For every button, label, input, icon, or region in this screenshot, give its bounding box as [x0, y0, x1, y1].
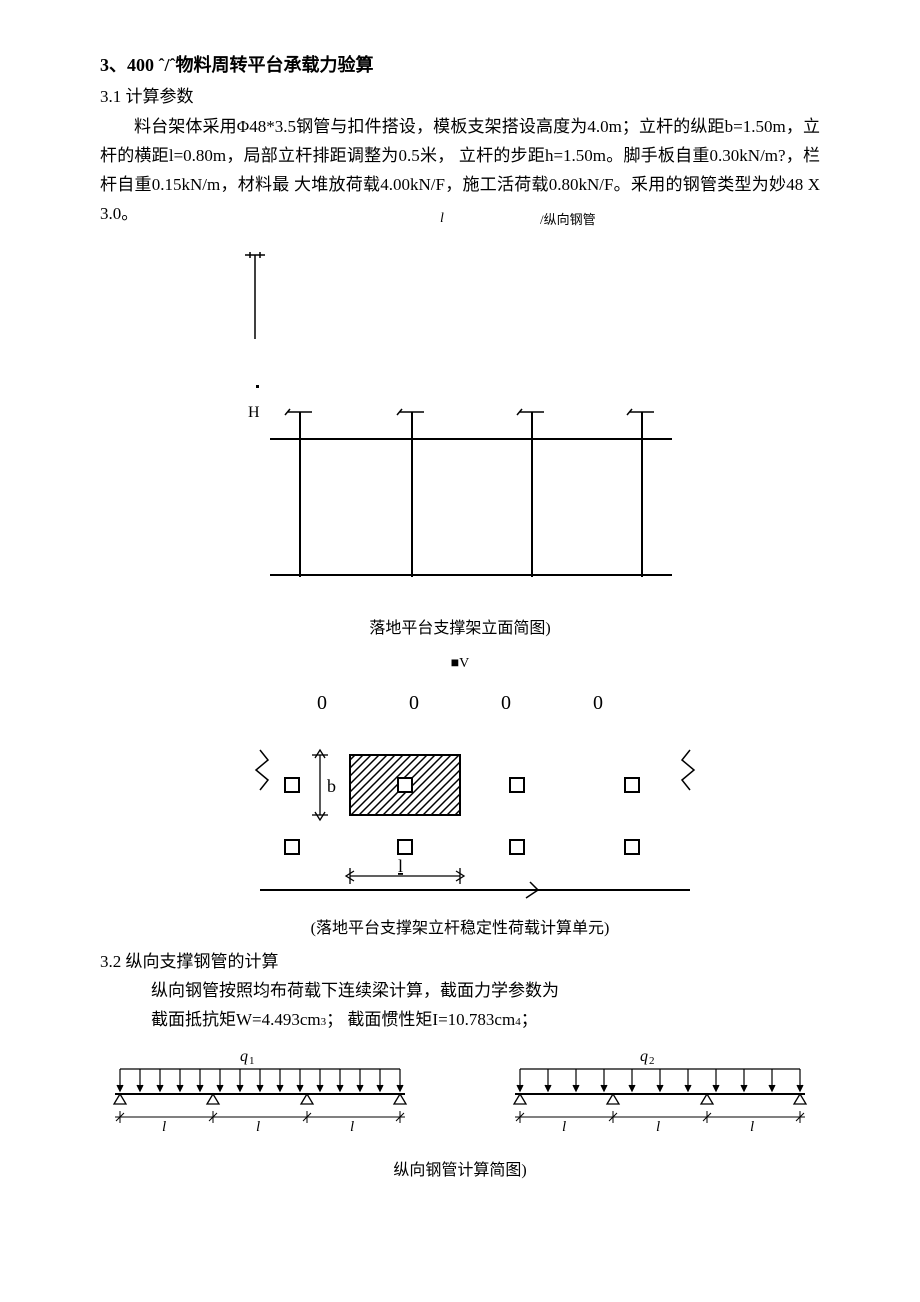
beam-diagram-right: q 2: [500, 1049, 820, 1139]
fig2-caption: (落地平台支撑架立杆稳定性荷载计算单元): [100, 915, 820, 942]
svg-text:l: l: [398, 856, 403, 876]
zero-label-4: 0: [593, 686, 603, 720]
figure-2-wrap: ■V 0 0 0 0: [100, 652, 820, 907]
svg-text:q: q: [240, 1049, 248, 1065]
svg-text:1: 1: [249, 1055, 255, 1067]
w-text: 截面抵抗矩W=4.493cm: [151, 1010, 321, 1029]
label-V: ■V: [100, 652, 820, 676]
sec-3-2-line1: 纵向钢管按照均布荷载下连续梁计算，截面力学参数为: [100, 977, 820, 1006]
figure-1-wrap: l /纵向钢管 H: [100, 237, 820, 607]
zero-label-2: 0: [409, 686, 419, 720]
zero-label-1: 0: [317, 686, 327, 720]
beam-diagram-left: q 1: [100, 1049, 420, 1139]
calc-params-paragraph: 料台架体采用Φ48*3.5钢管与扣件搭设，模板支架搭设高度为4.0m；立杆的纵距…: [100, 113, 820, 229]
svg-text:l: l: [750, 1119, 754, 1135]
sec-3-2-heading: 3.2 纵向支撑钢管的计算: [100, 948, 820, 977]
tail-semi: ；: [521, 1010, 538, 1029]
label-longitudinal-pipe: /纵向钢管: [540, 209, 596, 231]
fig3-caption: 纵向钢管计算简图): [100, 1157, 820, 1184]
fig1-caption: 落地平台支撑架立面简图): [100, 615, 820, 642]
title: 3、400 ˆ/ˆ物料周转平台承载力验算: [100, 50, 820, 81]
svg-text:l: l: [256, 1119, 260, 1135]
svg-text:2: 2: [649, 1055, 655, 1067]
svg-text:q: q: [640, 1049, 648, 1065]
svg-text:l: l: [562, 1119, 566, 1135]
zero-label-3: 0: [501, 686, 511, 720]
svg-text:l: l: [656, 1119, 660, 1135]
svg-text:l: l: [350, 1119, 354, 1135]
sec-3-2-line2: 截面抵抗矩W=4.493cm3； 截面惯性矩I=10.783cm4；: [100, 1006, 820, 1035]
label-l-small: l: [440, 207, 444, 231]
svg-text:b: b: [327, 776, 336, 796]
i-text: ； 截面惯性矩I=10.783cm: [326, 1010, 515, 1029]
label-H: H: [248, 404, 260, 421]
plan-diagram: b l: [100, 720, 820, 915]
figure-3-wrap: q 1: [100, 1049, 820, 1149]
sec-3-1-heading: 3.1 计算参数: [100, 83, 820, 112]
svg-text:l: l: [162, 1119, 166, 1135]
elevation-diagram: H: [100, 237, 820, 607]
